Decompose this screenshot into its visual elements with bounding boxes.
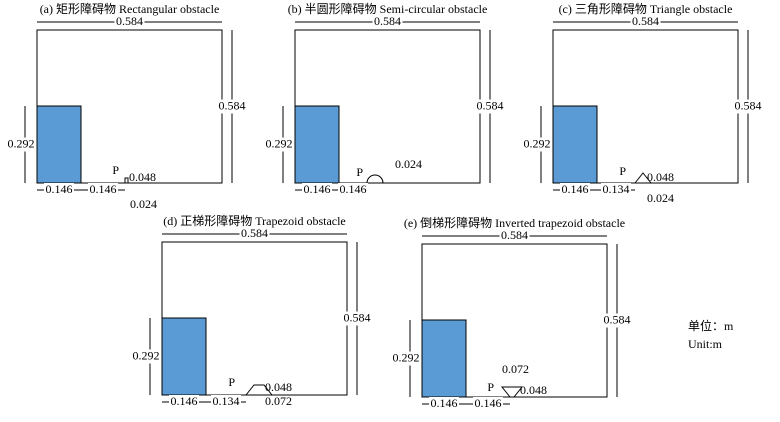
block-label: 0.292	[266, 136, 293, 150]
height-label: 0.584	[604, 312, 631, 326]
label-bg	[601, 183, 631, 197]
width-label: 0.584	[116, 14, 143, 28]
dim-label: 0.146	[46, 182, 73, 196]
label-bg	[131, 349, 161, 364]
label-bg	[602, 313, 632, 328]
width-label: 0.584	[374, 14, 401, 28]
point-label: P	[228, 375, 235, 389]
point-label: P	[356, 165, 363, 179]
obstacle	[634, 172, 652, 184]
label-bg	[6, 137, 36, 152]
dim-label: 0.024	[647, 191, 674, 205]
height-label: 0.584	[344, 310, 371, 324]
obstacle	[500, 386, 524, 398]
dim-label: 0.048	[520, 383, 547, 397]
label-bg	[372, 15, 403, 29]
label-bg	[522, 137, 552, 152]
unit-label: Unit:m	[688, 337, 723, 351]
label-bg	[473, 397, 503, 411]
dim-label: 0.146	[90, 182, 117, 196]
point-label: P	[487, 380, 494, 394]
dim-label: 0.134	[603, 182, 630, 196]
block	[161, 317, 207, 396]
label-bg	[239, 227, 270, 241]
width-label: 0.584	[501, 228, 528, 242]
label-bg	[88, 183, 118, 197]
dim-label: 0.072	[265, 394, 292, 408]
obstacle	[366, 174, 384, 184]
dim-label: 0.134	[213, 394, 240, 408]
label-bg	[475, 99, 505, 114]
width-label: 0.584	[632, 14, 659, 28]
height-label: 0.584	[477, 98, 504, 112]
block-label: 0.292	[8, 136, 35, 150]
obstacle	[124, 177, 129, 183]
panel-title: (d) 正梯形障碍物 Trapezoid obstacle	[163, 213, 346, 228]
label-bg	[302, 183, 332, 197]
dim-label: 0.048	[265, 380, 292, 394]
block-label: 0.292	[133, 348, 160, 362]
dim-label: 0.146	[304, 182, 331, 196]
label-bg	[338, 183, 368, 197]
label-bg	[211, 395, 241, 409]
label-bg	[429, 397, 459, 411]
dim-label: 0.048	[647, 170, 674, 184]
dim-label: 0.048	[129, 170, 156, 184]
dim-label: 0.024	[130, 197, 157, 211]
dim-label: 0.024	[395, 157, 422, 171]
label-bg	[44, 183, 74, 197]
label-bg	[114, 15, 145, 29]
point-label: P	[112, 163, 119, 177]
block-label: 0.292	[524, 136, 551, 150]
label-bg	[217, 99, 247, 114]
block	[294, 105, 340, 184]
height-label: 0.584	[735, 98, 762, 112]
label-bg	[499, 229, 530, 243]
label-bg	[342, 311, 372, 326]
panel-title: (c) 三角形障碍物 Triangle obstacle	[559, 1, 733, 16]
label-bg	[169, 395, 199, 409]
block	[36, 105, 82, 184]
point-label: P	[619, 164, 626, 178]
block	[421, 319, 467, 398]
label-bg	[264, 137, 294, 152]
height-label: 0.584	[219, 98, 246, 112]
label-bg	[733, 99, 763, 114]
label-bg	[560, 183, 590, 197]
dim-label: 0.146	[562, 182, 589, 196]
label-bg	[630, 15, 661, 29]
unit-label: 单位：m	[688, 318, 734, 333]
panel-title: (e) 倒梯形障碍物 Inverted trapezoid obstacle	[404, 215, 625, 230]
dim-label: 0.146	[340, 182, 367, 196]
dim-label: 0.072	[502, 362, 529, 376]
block-label: 0.292	[393, 350, 420, 364]
panel-title: (a) 矩形障碍物 Rectangular obstacle	[40, 1, 220, 16]
dim-label: 0.146	[431, 396, 458, 410]
dim-label: 0.146	[171, 394, 198, 408]
dim-label: 0.146	[475, 396, 502, 410]
width-label: 0.584	[241, 226, 268, 240]
obstacle	[245, 384, 273, 396]
block	[552, 105, 598, 184]
label-bg	[391, 351, 421, 366]
panel-title: (b) 半圆形障碍物 Semi-circular obstacle	[288, 1, 488, 16]
